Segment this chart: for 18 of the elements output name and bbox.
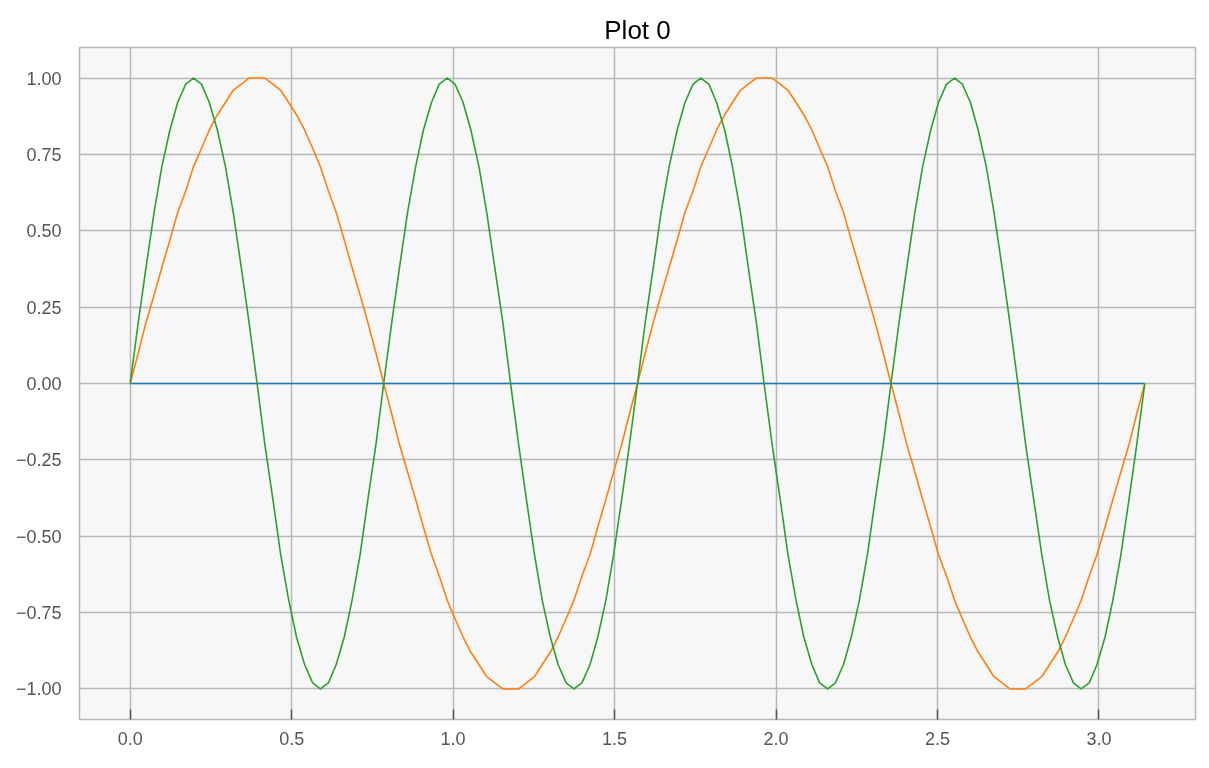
y-tick-label: 0.50 [26,221,62,242]
chart-title: Plot 0 [604,14,671,45]
x-tick-label: 2.0 [763,728,789,749]
y-tick-label: −0.50 [15,526,62,547]
x-tick-label: 1.5 [602,728,628,749]
y-tick-label: 0.25 [26,297,62,318]
x-tick-label: 1.0 [440,728,466,749]
y-tick-label: 0.00 [26,374,62,394]
x-tick-label: 3.0 [1086,728,1112,749]
x-tick-label: 2.5 [924,728,951,749]
y-tick-label: −1.00 [15,679,62,700]
line-series [129,77,1146,690]
x-tick-label: 0.0 [117,728,143,749]
x-tick-label: 0.5 [279,728,305,749]
y-tick-label: −0.25 [15,450,62,471]
y-tick-label: −0.75 [15,603,62,624]
y-tick-label: 1.00 [26,68,62,89]
y-tick-label: 0.75 [26,144,62,165]
